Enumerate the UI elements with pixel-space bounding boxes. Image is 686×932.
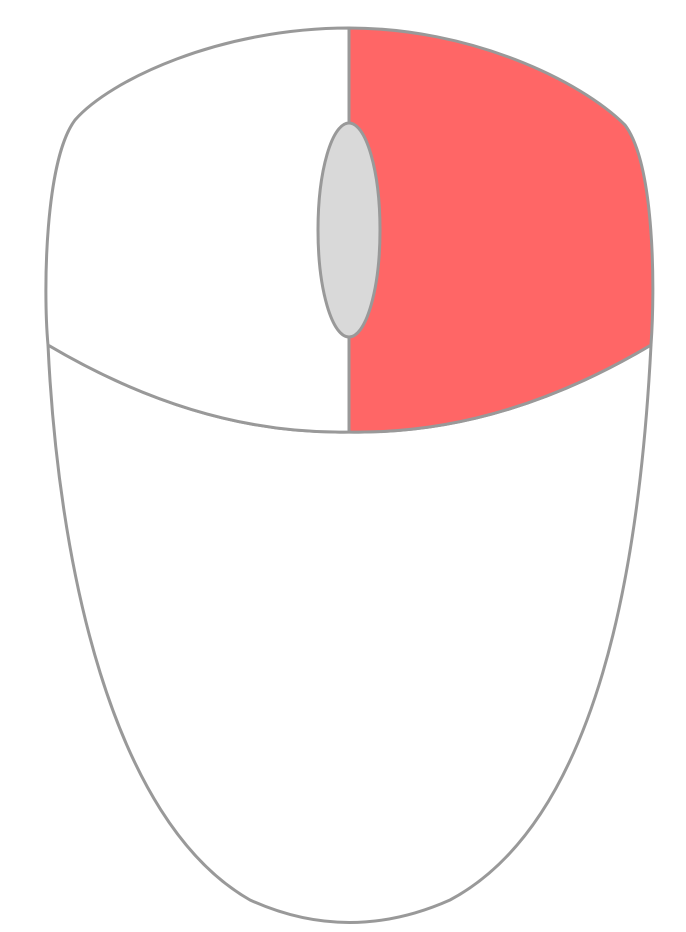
scroll-wheel[interactable] — [316, 121, 382, 339]
left-button[interactable] — [44, 26, 351, 434]
right-button[interactable] — [347, 26, 655, 434]
